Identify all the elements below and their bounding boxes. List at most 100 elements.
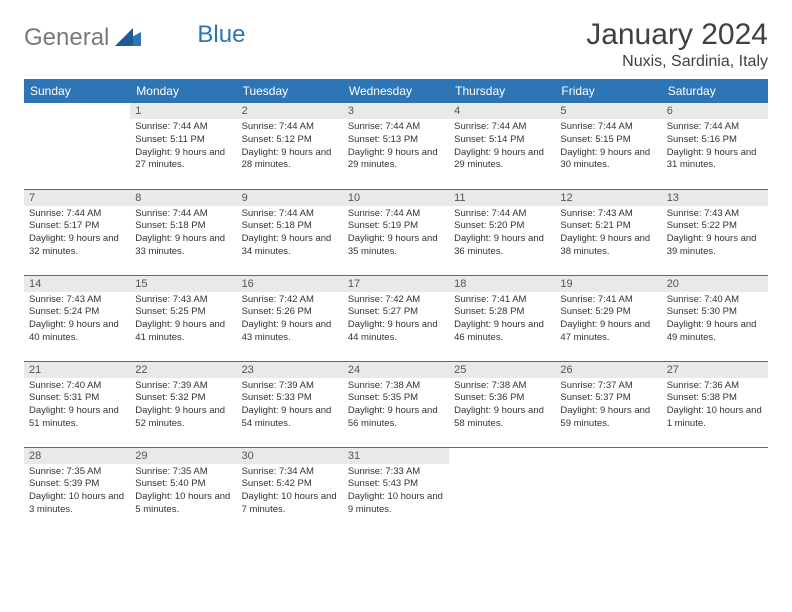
day-number: 28	[24, 448, 130, 464]
day-details: Sunrise: 7:44 AMSunset: 5:19 PMDaylight:…	[343, 206, 449, 263]
calendar-cell: 12Sunrise: 7:43 AMSunset: 5:21 PMDayligh…	[555, 189, 661, 275]
calendar-cell: 3Sunrise: 7:44 AMSunset: 5:13 PMDaylight…	[343, 103, 449, 189]
calendar-cell: 22Sunrise: 7:39 AMSunset: 5:32 PMDayligh…	[130, 361, 236, 447]
day-details: Sunrise: 7:36 AMSunset: 5:38 PMDaylight:…	[662, 378, 768, 435]
weekday-header: Tuesday	[237, 79, 343, 103]
brand-part1: General	[24, 24, 109, 52]
day-details: Sunrise: 7:39 AMSunset: 5:33 PMDaylight:…	[237, 378, 343, 435]
brand-logo: General Blue	[24, 24, 245, 52]
calendar-cell: 4Sunrise: 7:44 AMSunset: 5:14 PMDaylight…	[449, 103, 555, 189]
calendar-cell: 18Sunrise: 7:41 AMSunset: 5:28 PMDayligh…	[449, 275, 555, 361]
day-details: Sunrise: 7:44 AMSunset: 5:13 PMDaylight:…	[343, 119, 449, 176]
calendar-page: General Blue January 2024 Nuxis, Sardini…	[0, 0, 792, 551]
day-details: Sunrise: 7:41 AMSunset: 5:28 PMDaylight:…	[449, 292, 555, 349]
day-number: 5	[555, 103, 661, 119]
day-details: Sunrise: 7:44 AMSunset: 5:12 PMDaylight:…	[237, 119, 343, 176]
day-number: 7	[24, 190, 130, 206]
weekday-header: Monday	[130, 79, 236, 103]
day-details: Sunrise: 7:42 AMSunset: 5:26 PMDaylight:…	[237, 292, 343, 349]
day-details: Sunrise: 7:43 AMSunset: 5:25 PMDaylight:…	[130, 292, 236, 349]
day-details: Sunrise: 7:43 AMSunset: 5:24 PMDaylight:…	[24, 292, 130, 349]
day-number: 20	[662, 276, 768, 292]
day-number: 21	[24, 362, 130, 378]
day-details: Sunrise: 7:44 AMSunset: 5:17 PMDaylight:…	[24, 206, 130, 263]
weekday-header-row: Sunday Monday Tuesday Wednesday Thursday…	[24, 79, 768, 103]
day-details: Sunrise: 7:34 AMSunset: 5:42 PMDaylight:…	[237, 464, 343, 521]
calendar-cell: 15Sunrise: 7:43 AMSunset: 5:25 PMDayligh…	[130, 275, 236, 361]
calendar-cell	[449, 447, 555, 533]
calendar-cell: 10Sunrise: 7:44 AMSunset: 5:19 PMDayligh…	[343, 189, 449, 275]
day-details: Sunrise: 7:33 AMSunset: 5:43 PMDaylight:…	[343, 464, 449, 521]
title-month: January 2024	[586, 18, 768, 51]
calendar-cell: 25Sunrise: 7:38 AMSunset: 5:36 PMDayligh…	[449, 361, 555, 447]
day-details: Sunrise: 7:41 AMSunset: 5:29 PMDaylight:…	[555, 292, 661, 349]
day-number: 12	[555, 190, 661, 206]
day-number: 17	[343, 276, 449, 292]
calendar-week-row: 1Sunrise: 7:44 AMSunset: 5:11 PMDaylight…	[24, 103, 768, 189]
calendar-cell: 17Sunrise: 7:42 AMSunset: 5:27 PMDayligh…	[343, 275, 449, 361]
day-number: 11	[449, 190, 555, 206]
title-block: January 2024 Nuxis, Sardinia, Italy	[586, 18, 768, 71]
day-number: 4	[449, 103, 555, 119]
day-details: Sunrise: 7:43 AMSunset: 5:21 PMDaylight:…	[555, 206, 661, 263]
title-location: Nuxis, Sardinia, Italy	[586, 53, 768, 71]
day-number: 18	[449, 276, 555, 292]
day-details: Sunrise: 7:39 AMSunset: 5:32 PMDaylight:…	[130, 378, 236, 435]
day-details: Sunrise: 7:40 AMSunset: 5:31 PMDaylight:…	[24, 378, 130, 435]
day-details: Sunrise: 7:40 AMSunset: 5:30 PMDaylight:…	[662, 292, 768, 349]
calendar-week-row: 21Sunrise: 7:40 AMSunset: 5:31 PMDayligh…	[24, 361, 768, 447]
brand-icon	[115, 26, 141, 51]
calendar-cell: 11Sunrise: 7:44 AMSunset: 5:20 PMDayligh…	[449, 189, 555, 275]
day-number: 13	[662, 190, 768, 206]
day-details: Sunrise: 7:35 AMSunset: 5:40 PMDaylight:…	[130, 464, 236, 521]
calendar-cell: 26Sunrise: 7:37 AMSunset: 5:37 PMDayligh…	[555, 361, 661, 447]
calendar-cell: 2Sunrise: 7:44 AMSunset: 5:12 PMDaylight…	[237, 103, 343, 189]
day-number: 14	[24, 276, 130, 292]
calendar-cell: 1Sunrise: 7:44 AMSunset: 5:11 PMDaylight…	[130, 103, 236, 189]
weekday-header: Thursday	[449, 79, 555, 103]
calendar-cell: 8Sunrise: 7:44 AMSunset: 5:18 PMDaylight…	[130, 189, 236, 275]
day-number: 31	[343, 448, 449, 464]
day-details: Sunrise: 7:43 AMSunset: 5:22 PMDaylight:…	[662, 206, 768, 263]
day-details: Sunrise: 7:44 AMSunset: 5:18 PMDaylight:…	[130, 206, 236, 263]
calendar-cell	[555, 447, 661, 533]
header: General Blue January 2024 Nuxis, Sardini…	[24, 18, 768, 71]
day-number: 8	[130, 190, 236, 206]
day-number: 25	[449, 362, 555, 378]
day-number: 26	[555, 362, 661, 378]
calendar-cell: 16Sunrise: 7:42 AMSunset: 5:26 PMDayligh…	[237, 275, 343, 361]
calendar-cell: 6Sunrise: 7:44 AMSunset: 5:16 PMDaylight…	[662, 103, 768, 189]
weekday-header: Friday	[555, 79, 661, 103]
calendar-cell: 13Sunrise: 7:43 AMSunset: 5:22 PMDayligh…	[662, 189, 768, 275]
calendar-body: 1Sunrise: 7:44 AMSunset: 5:11 PMDaylight…	[24, 103, 768, 533]
calendar-cell: 9Sunrise: 7:44 AMSunset: 5:18 PMDaylight…	[237, 189, 343, 275]
calendar-cell: 23Sunrise: 7:39 AMSunset: 5:33 PMDayligh…	[237, 361, 343, 447]
day-number: 24	[343, 362, 449, 378]
calendar-week-row: 14Sunrise: 7:43 AMSunset: 5:24 PMDayligh…	[24, 275, 768, 361]
day-number: 2	[237, 103, 343, 119]
calendar-table: Sunday Monday Tuesday Wednesday Thursday…	[24, 79, 768, 533]
calendar-week-row: 7Sunrise: 7:44 AMSunset: 5:17 PMDaylight…	[24, 189, 768, 275]
day-details: Sunrise: 7:44 AMSunset: 5:16 PMDaylight:…	[662, 119, 768, 176]
day-number: 10	[343, 190, 449, 206]
brand-part2: Blue	[197, 21, 245, 49]
day-details: Sunrise: 7:44 AMSunset: 5:18 PMDaylight:…	[237, 206, 343, 263]
calendar-cell: 30Sunrise: 7:34 AMSunset: 5:42 PMDayligh…	[237, 447, 343, 533]
day-number: 23	[237, 362, 343, 378]
day-number: 9	[237, 190, 343, 206]
day-details: Sunrise: 7:44 AMSunset: 5:14 PMDaylight:…	[449, 119, 555, 176]
calendar-cell: 5Sunrise: 7:44 AMSunset: 5:15 PMDaylight…	[555, 103, 661, 189]
day-number: 3	[343, 103, 449, 119]
weekday-header: Wednesday	[343, 79, 449, 103]
calendar-cell: 31Sunrise: 7:33 AMSunset: 5:43 PMDayligh…	[343, 447, 449, 533]
day-details: Sunrise: 7:44 AMSunset: 5:11 PMDaylight:…	[130, 119, 236, 176]
calendar-cell: 7Sunrise: 7:44 AMSunset: 5:17 PMDaylight…	[24, 189, 130, 275]
calendar-cell: 20Sunrise: 7:40 AMSunset: 5:30 PMDayligh…	[662, 275, 768, 361]
day-number: 6	[662, 103, 768, 119]
calendar-cell: 19Sunrise: 7:41 AMSunset: 5:29 PMDayligh…	[555, 275, 661, 361]
day-number: 22	[130, 362, 236, 378]
weekday-header: Saturday	[662, 79, 768, 103]
day-details: Sunrise: 7:38 AMSunset: 5:36 PMDaylight:…	[449, 378, 555, 435]
calendar-cell: 28Sunrise: 7:35 AMSunset: 5:39 PMDayligh…	[24, 447, 130, 533]
day-number: 29	[130, 448, 236, 464]
